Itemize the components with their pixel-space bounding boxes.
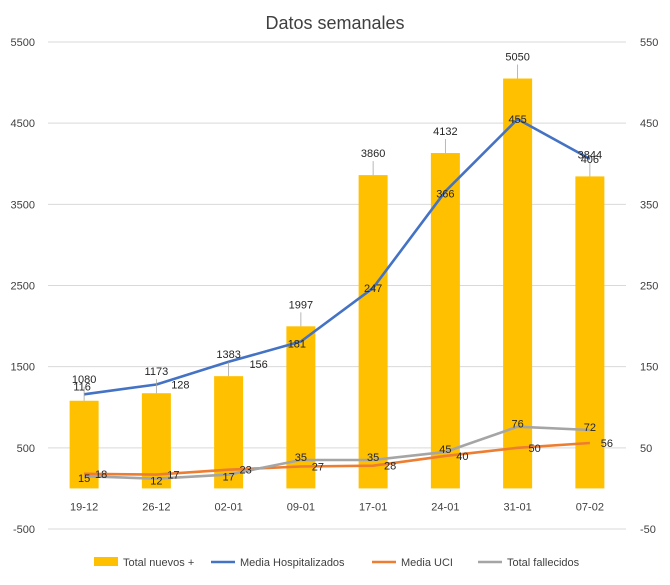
legend-label: Media UCI — [401, 557, 453, 569]
uci-value-label: 56 — [601, 438, 613, 450]
bar — [141, 393, 171, 489]
right-tick-label: 550 — [640, 37, 658, 49]
left-tick-label: 3500 — [11, 199, 35, 211]
bar-value-label: 3844 — [578, 149, 602, 161]
chart-title: Datos semanales — [265, 13, 404, 33]
bar — [358, 175, 388, 489]
left-tick-label: 1500 — [11, 362, 35, 374]
fallecidos-value-label: 17 — [223, 472, 235, 484]
uci-value-label: 27 — [312, 462, 324, 474]
fallecidos-value-label: 72 — [584, 422, 596, 434]
hosp-value-label: 181 — [288, 339, 306, 351]
right-tick-label: 350 — [640, 199, 658, 211]
uci-value-label: 40 — [456, 451, 468, 463]
legend-label: Media Hospitalizados — [240, 557, 345, 569]
x-tick-label: 19-12 — [70, 501, 98, 513]
x-tick-label: 26-12 — [142, 501, 170, 513]
bar — [430, 153, 460, 489]
fallecidos-value-label: 76 — [512, 419, 524, 431]
right-tick-label: 450 — [640, 118, 658, 130]
right-tick-label: 250 — [640, 281, 658, 293]
hosp-value-label: 406 — [581, 154, 599, 166]
fallecidos-value-label: 45 — [439, 444, 451, 456]
uci-value-label: 50 — [529, 443, 541, 455]
left-tick-label: 4500 — [11, 118, 35, 130]
bar-value-label: 1173 — [145, 366, 169, 378]
fallecidos-value-label: 35 — [367, 452, 379, 464]
hosp-value-label: 247 — [364, 283, 382, 295]
left-tick-label: 500 — [17, 443, 35, 455]
uci-value-label: 18 — [95, 469, 107, 481]
x-tick-label: 07-02 — [576, 501, 604, 513]
legend-label: Total fallecidos — [507, 557, 580, 569]
series-line — [83, 117, 591, 396]
fallecidos-value-label: 35 — [295, 452, 307, 464]
series-line — [84, 441, 590, 476]
hosp-value-label: 366 — [436, 188, 454, 200]
legend: Total nuevos + Media Hospitalizados Media … — [94, 557, 580, 569]
fallecidos-value-label: 12 — [150, 476, 162, 488]
left-tick-label: 2500 — [11, 281, 35, 293]
x-tick-label: 24-01 — [431, 501, 459, 513]
x-tick-label: 31-01 — [504, 501, 532, 513]
uci-value-label: 17 — [167, 470, 179, 482]
bar — [575, 176, 605, 489]
x-tick-label: 02-01 — [215, 501, 243, 513]
bar-value-label: 1080 — [72, 374, 96, 386]
line-series — [83, 117, 591, 481]
data-labels: 1080 1173 1383 1997 3860 4132 5050 3844 116 128 15… — [72, 52, 613, 488]
left-tick-label: -500 — [13, 524, 35, 536]
bar-value-label: 3860 — [361, 148, 385, 160]
series-line — [84, 425, 590, 481]
hosp-value-label: 156 — [249, 359, 267, 371]
right-tick-label: 150 — [640, 362, 658, 374]
bar-series — [69, 78, 605, 489]
fallecidos-value-label: 15 — [78, 473, 90, 485]
left-axis-ticks: -500 500 1500 2500 3500 4500 5500 — [11, 37, 35, 536]
bar — [503, 78, 533, 489]
right-tick-label: -50 — [640, 524, 656, 536]
bar-value-label: 4132 — [433, 126, 457, 138]
left-tick-label: 5500 — [11, 37, 35, 49]
hosp-value-label: 116 — [73, 381, 91, 393]
uci-value-label: 28 — [384, 461, 396, 473]
hosp-value-label: 455 — [508, 114, 526, 126]
right-axis-ticks: -50 50 150 250 350 450 550 — [640, 37, 658, 536]
bar-value-label: 1997 — [289, 299, 313, 311]
uci-value-label: 23 — [240, 465, 252, 477]
x-tick-label: 17-01 — [359, 501, 387, 513]
right-tick-label: 50 — [640, 443, 652, 455]
legend-swatch-bar — [94, 557, 118, 566]
hosp-value-label: 128 — [171, 380, 189, 392]
x-axis-ticks: 19-12 26-12 02-01 09-01 17-01 24-01 31-01 07-02 — [70, 501, 604, 513]
legend-label: Total nuevos + — [123, 557, 194, 569]
bar-value-label: 5050 — [505, 52, 529, 64]
bar-value-label: 1383 — [216, 349, 240, 361]
x-tick-label: 09-01 — [287, 501, 315, 513]
